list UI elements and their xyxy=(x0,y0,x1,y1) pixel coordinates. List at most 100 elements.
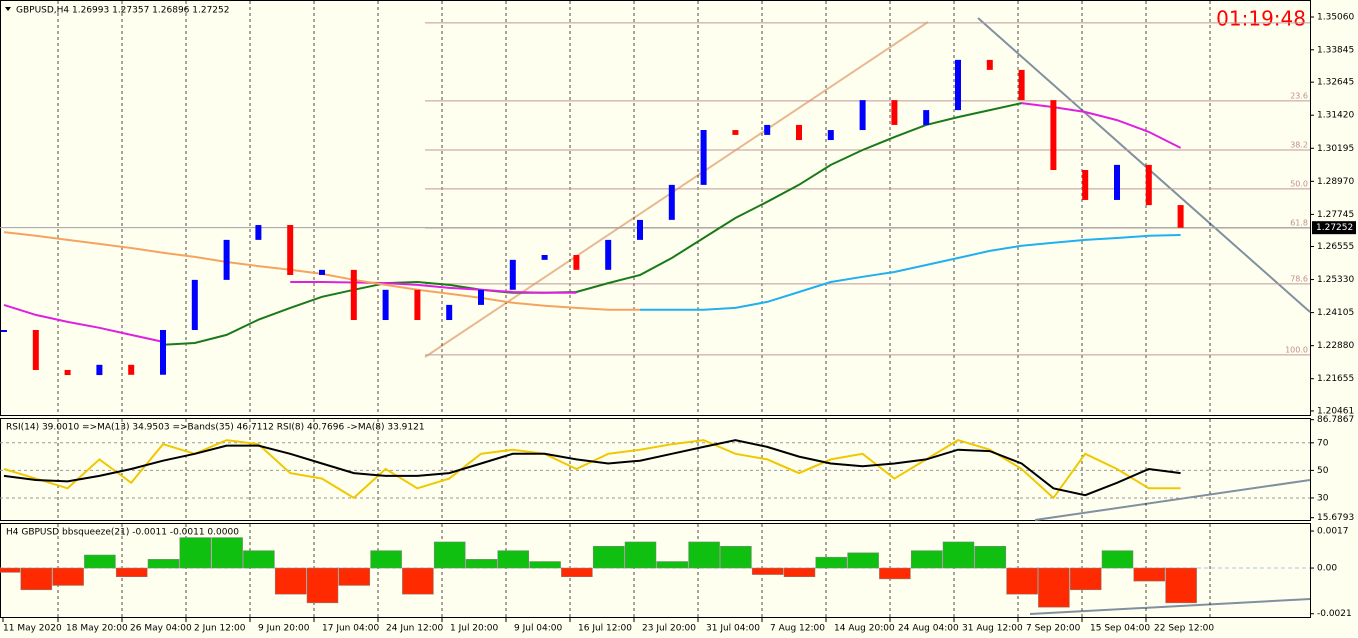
time-label: 23 Jul 20:00 xyxy=(642,624,696,634)
y-tick-label: 1.24105 xyxy=(1317,308,1354,318)
squeeze-bar xyxy=(688,541,720,569)
squeeze-bar xyxy=(0,567,21,573)
indicator-line xyxy=(162,102,1022,346)
squeeze-bar xyxy=(529,561,561,569)
squeeze-bar xyxy=(879,567,911,580)
time-label: 11 May 2020 xyxy=(3,624,62,634)
squeeze-bar xyxy=(211,537,243,569)
squeeze-bar xyxy=(306,567,339,604)
squeeze-bar xyxy=(1038,567,1070,608)
time-label: 15 Sep 04:00 xyxy=(1090,624,1150,634)
time-label: 24 Aug 04:00 xyxy=(898,624,959,634)
y-tick-label: 1.20461 xyxy=(1317,406,1354,416)
y-tick-label: 30 xyxy=(1317,493,1329,503)
time-label: 17 Jun 04:00 xyxy=(322,624,379,634)
squeeze-bar xyxy=(179,537,212,569)
fib-label: 78.6 xyxy=(1290,274,1308,283)
y-tick-label: 1.30195 xyxy=(1317,144,1354,154)
indicator-line xyxy=(3,102,1182,343)
y-tick-label: 1.31420 xyxy=(1317,111,1354,121)
squeeze-bar xyxy=(1006,567,1038,595)
time-label: 24 Jun 12:00 xyxy=(386,624,443,634)
rsi-title: RSI(14) 39.0010 =>MA(13) 34.9503 =>Bands… xyxy=(6,423,425,433)
squeeze-bar xyxy=(370,550,402,569)
time-label: 2 Jun 12:00 xyxy=(194,624,246,634)
trend-line xyxy=(424,21,929,358)
current-price-box xyxy=(1312,221,1356,235)
fib-label: 100.0 xyxy=(1285,345,1308,354)
time-label: 16 Jul 12:00 xyxy=(578,624,632,634)
y-tick-label: 50 xyxy=(1317,466,1329,476)
time-label: 26 May 04:00 xyxy=(130,624,192,634)
time-label: 22 Sep 12:00 xyxy=(1154,624,1214,634)
y-tick-label: 86.7867 xyxy=(1317,415,1354,425)
y-tick-label: 1.32645 xyxy=(1317,78,1354,88)
time-label: 9 Jun 20:00 xyxy=(258,624,310,634)
squeeze-bar xyxy=(751,567,784,575)
squeeze-bar xyxy=(20,567,53,591)
chart-title: GBPUSD,H4 1.26993 1.27357 1.26896 1.2725… xyxy=(16,6,229,16)
squeeze-bar xyxy=(1101,550,1134,569)
squeeze-bar xyxy=(497,550,530,569)
current-price-label: 1.27252 xyxy=(1316,223,1353,233)
squeeze-bar xyxy=(815,556,848,569)
squeeze-bar xyxy=(338,567,371,586)
squeeze-bar xyxy=(147,559,180,569)
y-tick-label: 1.33845 xyxy=(1317,45,1354,55)
time-label: 31 Aug 12:00 xyxy=(962,624,1023,634)
trend-line xyxy=(1029,598,1311,615)
squeeze-bar xyxy=(783,567,816,577)
time-label: 1 Jul 20:00 xyxy=(450,624,499,634)
rsi-panel xyxy=(0,418,1311,521)
y-tick-label: 15.6793 xyxy=(1317,513,1354,523)
squeeze-bar xyxy=(115,567,148,577)
squeeze-title: H4 GBPUSD bbsqueeze(21) -0.0011 -0.0011 … xyxy=(6,528,239,538)
squeeze-bar xyxy=(1133,567,1166,582)
time-label: 7 Sep 20:00 xyxy=(1026,624,1081,634)
y-tick-label: 0.0017 xyxy=(1317,527,1349,537)
time-label: 31 Jul 04:00 xyxy=(706,624,760,634)
time-label: 9 Jul 04:00 xyxy=(514,624,563,634)
squeeze-bar xyxy=(592,546,625,569)
squeeze-bar xyxy=(1069,567,1102,591)
fib-label: 50.0 xyxy=(1290,179,1308,188)
y-tick-label: 1.22880 xyxy=(1317,341,1354,351)
trend-line xyxy=(977,17,1311,313)
trend-line xyxy=(1034,479,1311,521)
squeeze-bar xyxy=(561,567,593,577)
time-label: 14 Aug 20:00 xyxy=(834,624,895,634)
y-tick-label: 1.26555 xyxy=(1317,242,1354,252)
squeeze-bar xyxy=(402,567,434,595)
squeeze-bar xyxy=(974,546,1007,569)
fib-label: 23.6 xyxy=(1290,91,1308,100)
squeeze-bar xyxy=(84,554,116,569)
squeeze-bar xyxy=(52,567,84,586)
y-tick-label: 1.28970 xyxy=(1317,177,1354,187)
squeeze-bar xyxy=(1165,567,1197,604)
indicator-line xyxy=(640,234,1181,311)
squeeze-bar xyxy=(243,550,275,569)
squeeze-bar xyxy=(656,561,689,569)
y-tick-label: 1.25330 xyxy=(1317,275,1354,285)
squeeze-bar xyxy=(274,567,307,595)
indicator-line xyxy=(3,439,1181,497)
y-tick-label: 1.35060 xyxy=(1317,12,1354,22)
squeeze-bar xyxy=(910,550,943,569)
fib-label: 61.8 xyxy=(1290,219,1308,228)
time-label: 18 May 20:00 xyxy=(66,624,128,634)
price-panel xyxy=(0,0,1311,416)
time-label: 7 Aug 12:00 xyxy=(770,624,825,634)
bar-timer: 01:19:48 xyxy=(1216,7,1306,31)
menu-arrow[interactable] xyxy=(5,7,11,11)
y-tick-label: 0.00 xyxy=(1317,564,1337,574)
squeeze-bar xyxy=(720,546,752,569)
squeeze-bar xyxy=(847,552,879,569)
fib-label: 38.2 xyxy=(1290,141,1308,150)
squeeze-bar xyxy=(433,541,466,569)
y-tick-label: 1.27745 xyxy=(1317,210,1354,220)
y-tick-label: 1.21655 xyxy=(1317,374,1354,384)
squeeze-bar xyxy=(465,559,498,569)
y-tick-label: -0.0021 xyxy=(1317,609,1352,619)
